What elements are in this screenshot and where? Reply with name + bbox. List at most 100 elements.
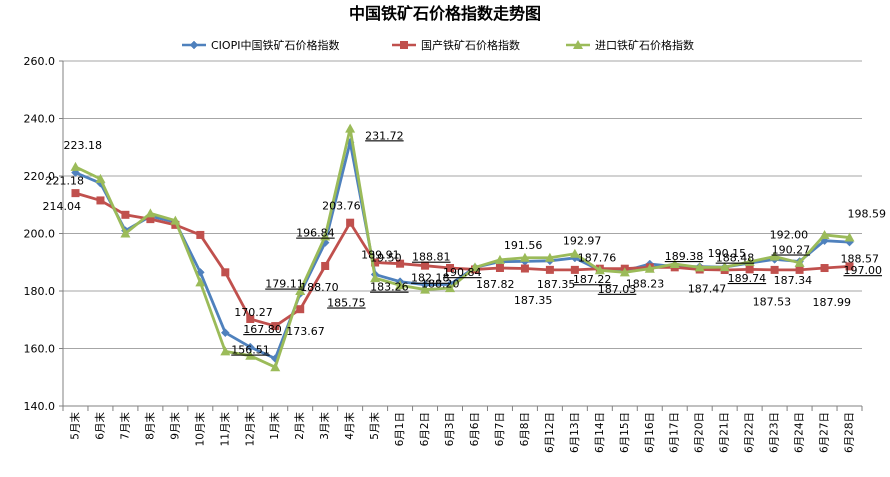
x-tick-label: 2月末 xyxy=(293,412,306,440)
data-point xyxy=(71,189,80,198)
data-point xyxy=(95,173,106,183)
data-point xyxy=(345,123,356,133)
data-point xyxy=(820,264,829,273)
data-point xyxy=(445,283,456,293)
x-tick-label: 6月3日 xyxy=(444,412,456,446)
data-point xyxy=(744,256,755,266)
legend-item: 国产铁矿石价格指数 xyxy=(392,38,520,52)
data-point xyxy=(545,265,554,274)
data-label: 190.15 xyxy=(708,247,747,260)
x-tick-label: 6月17日 xyxy=(669,412,681,453)
data-label: 214.04 xyxy=(42,200,81,213)
data-point xyxy=(519,252,530,262)
series-line xyxy=(74,127,850,369)
data-label: 182.18 xyxy=(411,272,450,285)
data-point xyxy=(220,346,231,356)
chart-legend: CIOPI中国铁矿石价格指数 国产铁矿石价格指数 进口铁矿石价格指数 xyxy=(182,38,694,52)
data-label: 187.34 xyxy=(774,274,813,287)
x-tick-label: 6月15日 xyxy=(619,412,631,453)
x-tick-label: 6月12日 xyxy=(544,412,556,453)
data-point xyxy=(845,262,854,271)
x-tick-label: 6月28日 xyxy=(844,412,856,453)
x-tick-label: 6月14日 xyxy=(594,412,606,453)
x-tick-label: 1月末 xyxy=(268,412,281,440)
data-point xyxy=(421,261,430,270)
data-point xyxy=(395,280,406,290)
x-axis-ticks: 5月末 6月末 7月末 8月末 9月末 10月末 11月末 12月末 1月末 2月末 3月末 4月末 5… xyxy=(62,406,863,453)
legend-swatch-marker xyxy=(400,41,408,49)
data-label: 187.35 xyxy=(537,278,576,291)
data-point xyxy=(520,264,529,273)
data-point xyxy=(745,265,754,274)
data-point xyxy=(271,322,280,331)
y-tick-label: 200.0 xyxy=(24,228,56,241)
data-point xyxy=(669,259,680,269)
data-label: 188.48 xyxy=(716,252,755,265)
data-point xyxy=(70,161,81,171)
data-label: 223.18 xyxy=(63,139,102,152)
data-point xyxy=(719,262,730,272)
data-label: 191.56 xyxy=(504,239,543,252)
data-label: 183.26 xyxy=(370,281,409,294)
data-point xyxy=(171,220,180,229)
data-point xyxy=(220,328,230,338)
data-point xyxy=(569,248,580,258)
x-tick-label: 6月1日 xyxy=(394,412,406,446)
data-label: 187.82 xyxy=(476,278,515,291)
data-labels: 223.18 221.18 214.04 170.27 167.80 173.67 156.… xyxy=(42,129,886,356)
chart-title: 中国铁矿石价格指数走势图 xyxy=(349,4,541,23)
x-tick-label: 12月末 xyxy=(243,412,256,447)
x-tick-label: 5月末 xyxy=(68,412,81,440)
data-label: 192.97 xyxy=(563,235,602,248)
x-tick-label: 6月16日 xyxy=(644,412,656,453)
data-label: 187.03 xyxy=(598,283,637,296)
data-point xyxy=(321,261,330,270)
data-point xyxy=(270,362,281,372)
x-tick-label: 6月24日 xyxy=(794,412,806,453)
data-point xyxy=(196,230,205,239)
x-tick-label: 3月末 xyxy=(318,412,331,440)
legend-label: 国产铁矿石价格指数 xyxy=(421,38,520,52)
data-point xyxy=(446,264,455,272)
data-point xyxy=(794,257,805,267)
data-point xyxy=(594,265,605,275)
x-tick-label: 6月23日 xyxy=(769,412,781,453)
data-label: 187.53 xyxy=(753,295,792,308)
data-label: 189.91 xyxy=(361,249,400,262)
data-label: 189.74 xyxy=(728,272,767,285)
x-tick-label: 10月末 xyxy=(193,412,206,447)
data-label: 188.57 xyxy=(841,252,880,265)
data-point xyxy=(694,262,705,272)
data-label: 188.70 xyxy=(300,281,339,294)
data-point xyxy=(396,259,405,268)
data-point xyxy=(195,277,206,287)
data-point xyxy=(296,305,305,314)
data-point xyxy=(121,210,130,219)
x-tick-label: 6月8日 xyxy=(519,412,531,446)
x-tick-label: 6月7日 xyxy=(494,412,506,446)
x-tick-label: 6月27日 xyxy=(819,412,831,453)
x-tick-label: 6月22日 xyxy=(744,412,756,453)
data-label: 187.47 xyxy=(688,283,727,296)
data-label: 185.75 xyxy=(327,296,366,309)
data-point xyxy=(96,196,105,205)
data-label: 188.81 xyxy=(412,251,451,264)
x-tick-label: 7月末 xyxy=(118,412,131,440)
data-label: 19.50 xyxy=(370,252,402,265)
data-label: 190.84 xyxy=(443,266,482,279)
data-point xyxy=(146,215,155,224)
x-tick-label: 11月末 xyxy=(218,412,231,447)
data-label: 198.59 xyxy=(848,208,887,221)
data-label: 187.99 xyxy=(813,296,852,309)
legend-swatch-marker xyxy=(189,40,199,50)
data-point xyxy=(295,286,306,295)
y-tick-label: 160.0 xyxy=(24,343,56,356)
data-point xyxy=(844,232,855,242)
x-tick-label: 5月末 xyxy=(368,412,381,440)
data-point xyxy=(819,229,830,239)
x-tick-label: 6月21日 xyxy=(719,412,731,453)
data-point xyxy=(619,267,630,277)
data-label: 203.76 xyxy=(322,200,361,213)
y-tick-label: 180.0 xyxy=(24,285,56,298)
